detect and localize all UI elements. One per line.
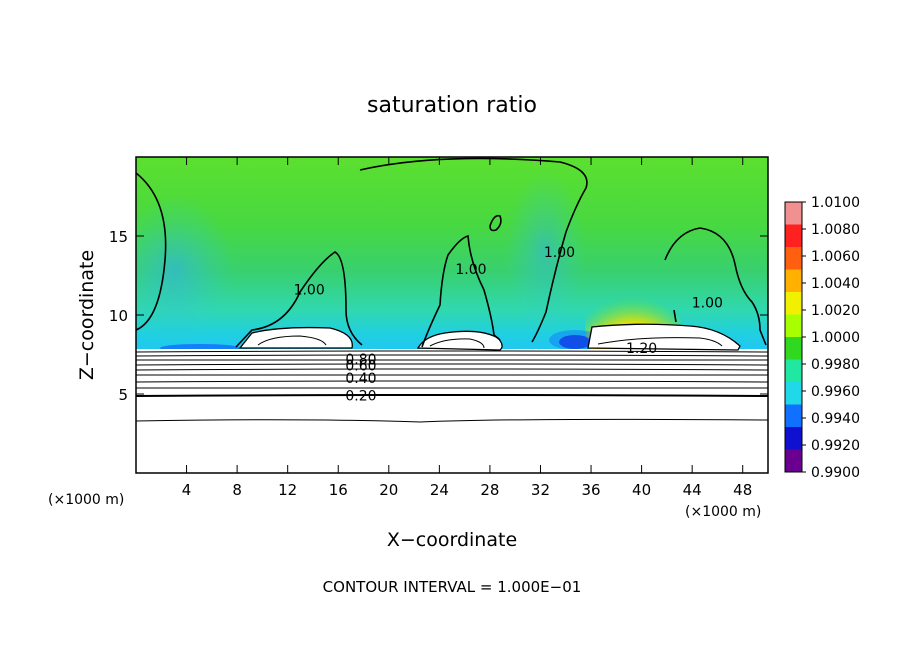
colorbar-swatch [785,202,802,225]
x-unit-label-left: (×1000 m) [48,492,124,508]
colorbar-label: 0.9920 [811,438,860,454]
colorbar-swatch [785,314,802,338]
colorbar-label: 0.9960 [811,384,860,400]
colorbar-swatch [785,382,802,405]
colorbar-label: 1.0060 [811,249,860,265]
chart-title: saturation ratio [367,93,537,118]
colorbar-label: 1.0020 [811,303,860,319]
x-tick-label: 36 [581,481,600,499]
x-tick-label: 4 [182,481,192,499]
contour-label: 1.00 [544,245,575,261]
subsaturation-contours [136,350,768,423]
colorbar: 1.0100 1.0080 1.0060 1.0040 1.0020 1.0000 0.99… [784,195,860,481]
contour-label: 0.60 [345,359,376,375]
y-tick-label: 10 [109,307,128,325]
contour-interval-note: CONTOUR INTERVAL = 1.000E−01 [323,578,582,596]
colorbar-label: 0.9980 [811,357,860,373]
x-tick-label: 20 [379,481,398,499]
contour-label: 0.20 [345,389,376,405]
colorbar-label: 1.0080 [811,222,860,238]
colorbar-swatch [785,427,802,450]
x-tick-label: 12 [278,481,297,499]
x-tick-label: 24 [430,481,449,499]
colorbar-swatch [785,224,802,248]
x-tick-label: 40 [632,481,651,499]
colorbar-label: 1.0000 [811,330,860,346]
x-tick-label: 32 [531,481,550,499]
y-tick-label: 5 [118,386,128,404]
colorbar-swatch [785,269,802,293]
saturation-contours [136,157,767,348]
x-axis-label: X−coordinate [387,529,517,551]
contour-label: 1.00 [692,295,723,311]
colorbar-swatch [785,404,802,428]
y-axis-label: Z−coordinate [76,250,98,380]
colorbar-label: 0.9900 [811,465,860,481]
colorbar-label: 1.0040 [811,276,860,292]
cloud-patch-2 [416,330,503,351]
x-unit-label-right: (×1000 m) [685,504,761,520]
contour-label: 0.40 [345,371,376,387]
colorbar-swatch [785,292,802,315]
y-axis: 5 10 15 [109,228,768,404]
x-tick-label: 16 [329,481,348,499]
x-tick-label: 28 [480,481,499,499]
plot-area [136,157,768,473]
colorbar-label: 0.9940 [811,411,860,427]
blue-pocket-right [559,335,591,349]
x-tick-label: 8 [232,481,242,499]
contour-label: 0.80 [345,352,376,368]
contour-label: 1.20 [626,341,657,357]
cool-region-mid [505,170,585,330]
colorbar-swatch [785,449,802,473]
cloud-patch-3 [587,323,741,351]
x-axis: 4 8 12 16 20 24 28 32 36 40 44 48 [182,157,752,499]
colorbar-swatch [785,337,802,360]
contour-labels: 1.00 1.00 1.00 1.00 1.20 0.800.600.40 0.20 [294,245,723,405]
colorbar-swatch [785,359,802,383]
contour-label: 1.00 [455,262,486,278]
cool-region-left [136,195,235,345]
x-tick-label: 48 [733,481,752,499]
subsaturated-layer [136,349,768,473]
colorbar-swatch [785,247,802,270]
y-tick-label: 15 [109,228,128,246]
colorbar-label: 1.0100 [811,195,860,211]
x-tick-label: 44 [683,481,702,499]
contour-label: 1.00 [294,283,325,299]
